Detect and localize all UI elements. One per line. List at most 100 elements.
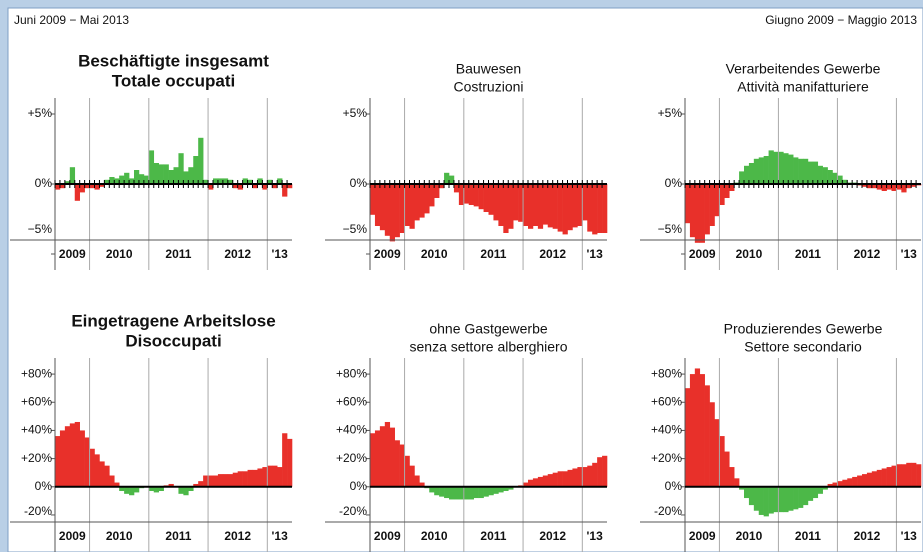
x-year-label: 2009 [59, 247, 86, 261]
bar [857, 475, 863, 487]
bar [704, 385, 710, 487]
bar [478, 486, 484, 499]
bar [523, 184, 529, 226]
bar [719, 184, 725, 205]
bar [714, 184, 720, 217]
bar [714, 419, 720, 487]
bar [528, 479, 534, 487]
x-year-label: 2011 [795, 529, 821, 543]
bar [148, 486, 155, 492]
bar [709, 184, 715, 226]
bar [773, 151, 779, 184]
bar [227, 474, 234, 487]
chart-title: Produzierendes Gewerbe [724, 321, 883, 337]
bar [842, 179, 848, 184]
bar [592, 462, 598, 487]
y-tick-label: +5% [28, 106, 53, 120]
bar [129, 486, 135, 496]
bar [911, 184, 917, 187]
bar [719, 436, 725, 487]
bar [783, 486, 789, 513]
bar [557, 184, 563, 232]
y-tick-label: +80% [336, 366, 367, 380]
bar [232, 184, 238, 189]
bar [763, 486, 769, 517]
bar [124, 486, 130, 494]
bar [399, 184, 405, 233]
y-tick-label: -20% [24, 504, 52, 518]
y-tick-label: +40% [336, 423, 367, 437]
bar [577, 184, 583, 226]
bar [483, 486, 489, 497]
bar [744, 486, 750, 499]
bar [168, 170, 174, 184]
bar [498, 486, 504, 493]
y-tick-label: −5% [343, 222, 368, 236]
x-year-label: 2010 [736, 247, 763, 261]
bar [463, 486, 470, 500]
y-tick-label: 0% [665, 479, 683, 493]
chart-title: Costruzioni [453, 79, 523, 95]
bar [89, 448, 95, 487]
bar [886, 184, 892, 190]
chart-title: Disoccupati [125, 331, 221, 350]
bar [414, 475, 420, 487]
y-tick-label: +20% [21, 451, 52, 465]
bar [277, 467, 283, 487]
bar [807, 486, 814, 501]
bar [871, 184, 878, 189]
bar [267, 179, 273, 184]
x-year-label: 2011 [165, 529, 191, 543]
bar [404, 184, 410, 226]
bar [592, 184, 598, 235]
chart-title: Totale occupati [112, 71, 235, 90]
bar [134, 170, 140, 184]
bar [473, 184, 479, 207]
bar [513, 184, 519, 221]
bar [143, 175, 150, 184]
chart-title: ohne Gastgewerbe [429, 321, 548, 337]
bar [183, 171, 189, 184]
bar [374, 430, 381, 487]
x-year-label: 2009 [59, 529, 86, 543]
bar [384, 184, 391, 236]
bar [84, 437, 90, 487]
bar [827, 170, 833, 184]
y-tick-label: −5% [28, 222, 53, 236]
x-year-label: 2012 [854, 247, 881, 261]
bar [287, 438, 293, 487]
bar [788, 486, 794, 511]
bar [217, 178, 224, 184]
bar [803, 158, 809, 184]
bar [203, 475, 209, 487]
bar [567, 184, 573, 231]
x-year-label: 2010 [736, 529, 763, 543]
bar [379, 426, 386, 487]
bar [758, 157, 764, 184]
bar [547, 474, 553, 487]
bar [198, 481, 204, 487]
bar [222, 178, 229, 184]
y-tick-label: +40% [21, 423, 52, 437]
bar [114, 178, 120, 184]
bar [74, 184, 80, 201]
bar [257, 178, 263, 184]
bar [803, 486, 809, 506]
bar [439, 184, 445, 189]
bar [852, 476, 858, 487]
y-tick-label: 0% [35, 176, 53, 190]
bar [394, 184, 400, 238]
bar [109, 177, 115, 184]
bar [694, 368, 701, 487]
y-tick-label: +60% [21, 394, 52, 408]
x-year-label: 2010 [106, 247, 133, 261]
bar [758, 486, 764, 515]
bar [847, 478, 853, 487]
bar [138, 174, 145, 184]
bar [689, 184, 696, 238]
bar [837, 175, 843, 184]
bar [267, 465, 273, 487]
bar [562, 184, 568, 235]
bar [84, 184, 90, 189]
